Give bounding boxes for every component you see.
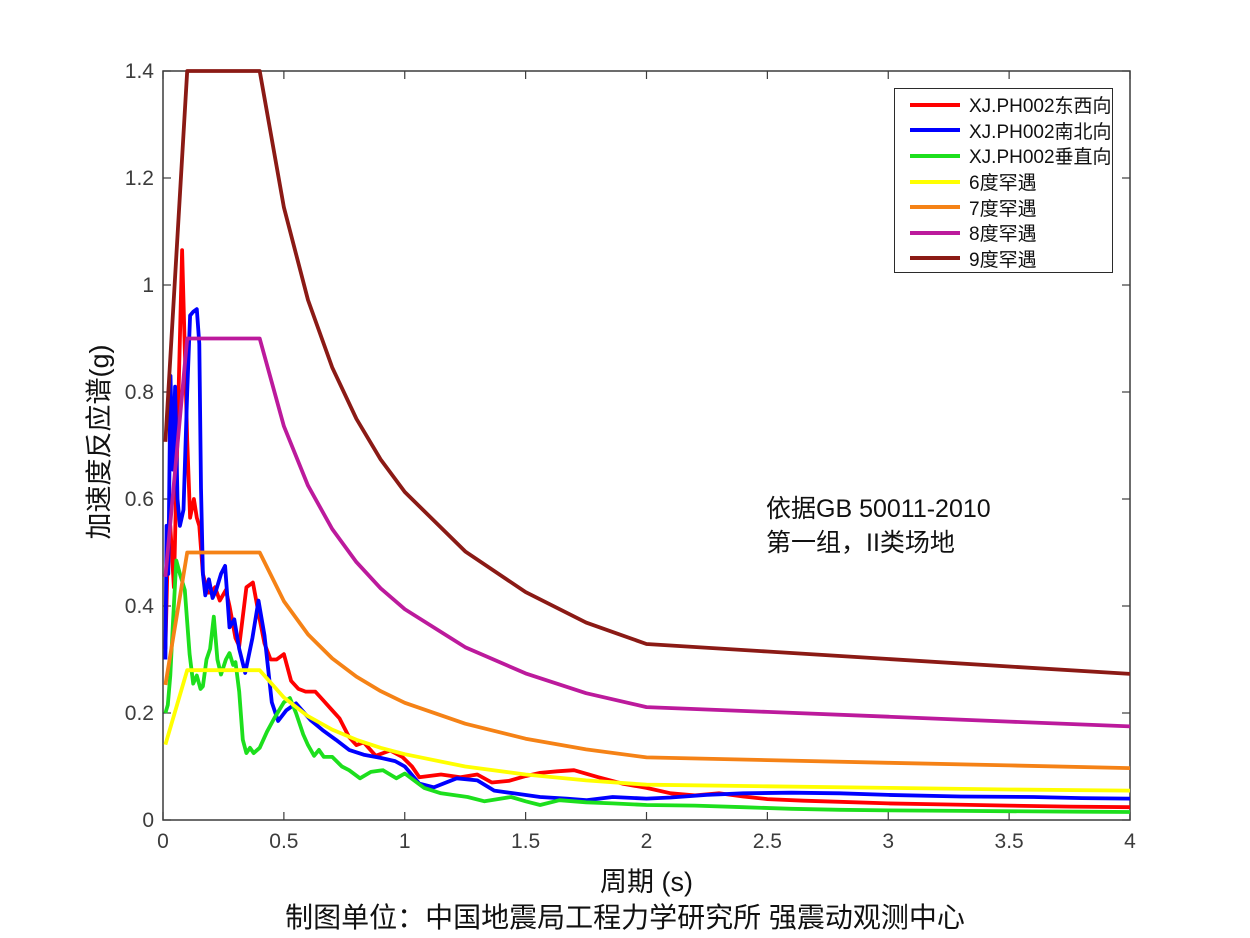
legend-label: XJ.PH002南北向: [969, 121, 1112, 143]
y-tick-label: 0.8: [125, 381, 154, 404]
source-caption: 制图单位：中国地震局工程力学研究所 强震动观测中心: [285, 902, 965, 933]
legend-line-swatch: [910, 102, 960, 107]
x-tick-label: 1.5: [511, 830, 540, 853]
y-tick-label: 0.6: [125, 488, 154, 511]
legend-entry: XJ.PH002南北向: [895, 118, 1112, 144]
x-tick-label: 2.5: [753, 830, 782, 853]
series-line-9度罕遇: [163, 69, 1131, 676]
series-line-7度罕遇: [163, 550, 1131, 770]
legend-line-swatch: [910, 179, 960, 184]
legend-entry: XJ.PH002东西向: [895, 92, 1112, 118]
y-tick-label: 1.2: [125, 167, 154, 190]
legend: XJ.PH002东西向 XJ.PH002南北向 XJ.PH002垂直向 6度罕遇 7度罕…: [894, 88, 1113, 273]
x-tick-label: 2: [641, 830, 653, 853]
legend-label: XJ.PH002垂直向: [969, 147, 1112, 169]
series-line-XJ.PH002南北向: [163, 307, 1131, 803]
legend-entry: XJ.PH002垂直向: [895, 143, 1112, 169]
legend-line-swatch: [910, 153, 960, 158]
x-tick-label: 1: [399, 830, 411, 853]
legend-line-swatch: [910, 205, 960, 210]
annotation-line-2: 第一组，II类场地: [766, 529, 955, 557]
series-line-XJ.PH002垂直向: [163, 558, 1131, 814]
y-axis-label: 加速度反应谱(g): [84, 344, 115, 540]
series-line-XJ.PH002东西向: [163, 248, 1131, 810]
y-tick-label: 1.4: [125, 60, 155, 83]
legend-entry: 7度罕遇: [895, 194, 1112, 220]
legend-line-swatch: [910, 256, 960, 261]
y-tick-label: 0.2: [125, 702, 154, 725]
x-tick-label: 0: [157, 830, 169, 853]
y-tick-label: 1: [142, 274, 154, 297]
legend-label: XJ.PH002东西向: [969, 96, 1112, 118]
legend-line-swatch: [910, 128, 960, 133]
annotation-line-1: 依据GB 50011-2010: [766, 495, 991, 523]
x-tick-label: 4: [1124, 830, 1136, 853]
x-axis-label: 周期 (s): [600, 867, 693, 897]
legend-label: 6度罕遇: [969, 173, 1037, 195]
legend-line-swatch: [910, 230, 960, 235]
legend-entry: 6度罕遇: [895, 169, 1112, 195]
legend-label: 8度罕遇: [969, 224, 1037, 246]
x-tick-label: 3: [882, 830, 894, 853]
code-reference-annotation: 依据GB 50011-2010 第一组，II类场地: [766, 492, 991, 560]
x-tick-label: 0.5: [269, 830, 298, 853]
y-tick-label: 0.4: [125, 595, 155, 618]
series-line-6度罕遇: [163, 668, 1131, 793]
legend-entry: 9度罕遇: [895, 246, 1112, 272]
legend-label: 9度罕遇: [969, 249, 1037, 271]
y-tick-label: 0: [142, 809, 154, 832]
x-tick-label: 3.5: [995, 830, 1024, 853]
legend-entry: 8度罕遇: [895, 220, 1112, 246]
series-line-8度罕遇: [163, 336, 1131, 729]
legend-label: 7度罕遇: [969, 198, 1037, 220]
